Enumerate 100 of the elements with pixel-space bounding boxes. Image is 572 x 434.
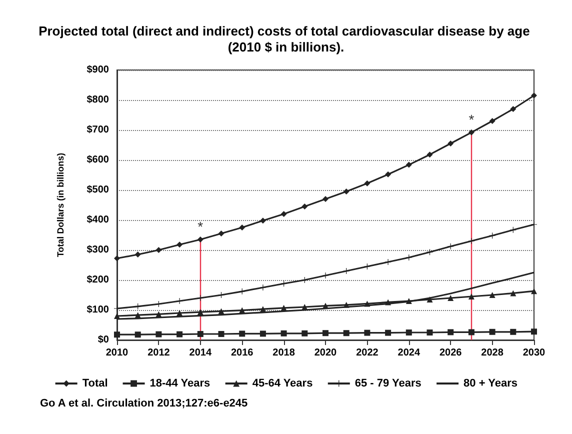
point: [302, 204, 308, 210]
point: [218, 230, 224, 236]
x-tick-label: 2024: [398, 348, 420, 358]
chart-title: Projected total (direct and indirect) costs of total cardiovascular disease by age (2010 $ in billions).: [38, 24, 534, 54]
point: [280, 211, 287, 217]
y-tick-label: $400: [86, 214, 110, 226]
point: [156, 301, 162, 307]
point: [156, 247, 162, 253]
point: [197, 236, 204, 242]
point: [218, 331, 224, 337]
y-tick-label: $900: [86, 64, 110, 76]
x-tick-label: 2022: [356, 348, 379, 358]
point: [114, 332, 120, 338]
point: [426, 296, 433, 302]
point: [364, 330, 370, 336]
point: [385, 299, 392, 306]
point: [343, 188, 350, 194]
point: [218, 308, 224, 314]
point: [406, 162, 412, 168]
point: [385, 171, 392, 178]
point: [302, 330, 308, 336]
point: [134, 332, 141, 338]
point: [468, 329, 474, 336]
point: [197, 309, 204, 316]
point: [322, 196, 328, 202]
point: [531, 222, 537, 228]
point: [134, 312, 141, 318]
point: [406, 330, 412, 336]
point: [364, 300, 370, 307]
point: [280, 304, 287, 311]
y-axis-title: Total Dollars (in billions): [56, 152, 66, 258]
point: [385, 259, 392, 265]
point: [176, 310, 183, 316]
point: [510, 328, 516, 335]
point: [134, 252, 141, 258]
x-tick-label: 2020: [314, 348, 338, 358]
x-tick-label: 2016: [230, 348, 254, 358]
legend-label: 65 - 79 Years: [354, 378, 422, 390]
point: [426, 152, 433, 158]
x-tick-label: 2010: [106, 348, 129, 358]
point: [343, 302, 350, 308]
point: [114, 313, 120, 319]
y-tick-label: $800: [86, 94, 110, 106]
annotation: *: [468, 111, 475, 128]
x-tick-label: 2028: [481, 348, 504, 358]
x-tick-label: 2012: [148, 348, 170, 358]
legend-label: 45-64 Years: [252, 378, 313, 390]
point: [156, 311, 162, 318]
legend-label: 80 + Years: [464, 378, 518, 390]
x-tick-label: 2014: [189, 348, 212, 358]
point: [156, 331, 162, 338]
point: [531, 92, 537, 98]
point: [260, 218, 266, 224]
point: [280, 330, 287, 336]
point: [406, 254, 412, 260]
point: [343, 268, 350, 274]
point: [260, 306, 266, 312]
point: [531, 288, 537, 294]
y-tick-label: $500: [86, 184, 110, 196]
point: [239, 330, 246, 337]
point: [510, 290, 516, 296]
y-tick-label: $600: [86, 154, 110, 166]
point: [489, 328, 496, 335]
point: [197, 295, 204, 301]
point: [448, 140, 454, 146]
x-tick-label: 2018: [272, 348, 296, 358]
y-tick-label: $200: [86, 274, 110, 286]
point: [468, 238, 474, 244]
point: [468, 129, 474, 136]
point: [364, 264, 370, 270]
point: [218, 292, 224, 298]
legend-label: 18-44 Years: [150, 378, 210, 390]
y-tick-label: $700: [86, 124, 110, 136]
y-tick-label: $300: [86, 244, 110, 256]
point: [510, 106, 516, 112]
x-tick-label: 2026: [439, 348, 462, 358]
point: [468, 294, 474, 300]
point: [489, 292, 496, 298]
point: [176, 298, 183, 304]
point: [322, 272, 328, 278]
point: [239, 307, 246, 314]
point: [343, 330, 350, 336]
point: [176, 331, 183, 338]
point: [302, 277, 308, 283]
x-tick-label: 2030: [522, 348, 546, 358]
text: Go A et al. Circulation 2013;127:e6-e245: [40, 398, 248, 410]
point: [426, 330, 433, 336]
annotation: *: [198, 218, 204, 234]
legend-label: Total: [82, 378, 108, 390]
point: [448, 295, 454, 301]
point: [322, 330, 328, 336]
point: [364, 180, 370, 186]
point: [448, 329, 454, 336]
point: [114, 255, 120, 262]
point: [176, 242, 183, 248]
point: [239, 224, 246, 230]
point: [260, 284, 266, 290]
point: [260, 330, 266, 337]
y-tick-label: $100: [86, 304, 110, 316]
point: [531, 328, 537, 335]
